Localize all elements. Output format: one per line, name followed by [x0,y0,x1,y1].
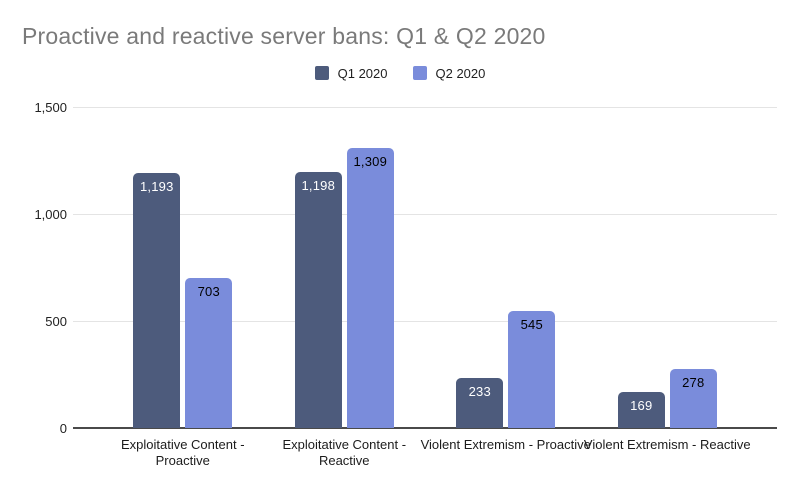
gridline [73,214,777,215]
y-axis-tick-label: 500 [45,314,67,329]
bar-value-label: 1,198 [301,177,336,193]
bar-value-label: 545 [520,317,543,333]
x-axis-line [73,427,777,429]
bar-q2 [185,277,233,428]
legend-item: Q1 2020 [314,65,388,81]
bar-value-label: 1,193 [139,178,174,194]
bar-q1 [617,391,665,428]
bar-value-label: 169 [630,397,653,413]
x-axis-category-label: Violent Extremism - Reactive [583,437,751,452]
bar-value-label: 1,309 [353,153,388,169]
bar-value-label: 233 [468,384,491,400]
y-axis-tick-label: 1,500 [34,100,67,115]
legend: Q1 2020 Q2 2020 [0,64,800,82]
y-axis-tick-label: 1,000 [34,207,67,222]
legend-swatch-q2 [412,66,427,80]
y-axis-tick-label: 0 [59,421,67,436]
bar-q1 [456,378,504,428]
bar-q1 [294,171,342,428]
chart-title: Proactive and reactive server bans: Q1 &… [22,23,546,49]
bar-q2 [508,311,556,428]
gridline [73,321,777,322]
bar-q2 [346,147,394,428]
x-axis-category-label: Exploitative Content - Reactive [282,437,407,468]
bar-value-label: 703 [197,283,220,299]
legend-item: Q2 2020 [412,65,486,81]
legend-label: Q2 2020 [435,65,486,81]
x-axis-category-label: Violent Extremism - Proactive [420,437,591,452]
legend-label: Q1 2020 [337,65,388,81]
bar-value-label: 278 [682,374,705,390]
x-axis-category-label: Exploitative Content - Proactive [120,437,245,468]
legend-swatch-q1 [314,66,329,80]
bar-q1 [133,172,181,428]
bar-q2 [669,368,717,428]
gridline [73,107,777,108]
